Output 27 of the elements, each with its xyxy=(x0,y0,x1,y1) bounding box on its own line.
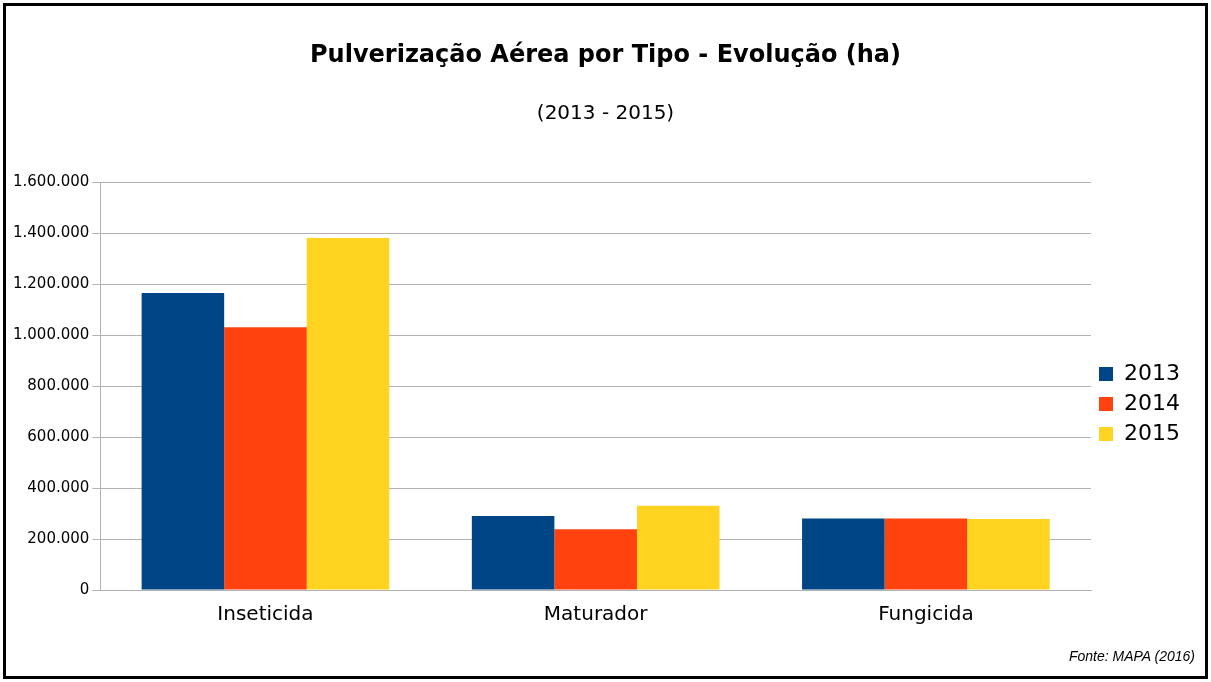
chart-title: Pulverização Aérea por Tipo - Evolução (ha) xyxy=(309,40,902,68)
y-tick-label: 1.400.000 xyxy=(13,222,90,241)
y-tick-label: 1.200.000 xyxy=(13,273,90,292)
bar xyxy=(802,518,885,590)
y-tick-label: 0 xyxy=(79,579,90,598)
y-tick-label: 1.600.000 xyxy=(13,171,90,190)
legend-label: 2014 xyxy=(1124,389,1181,415)
x-tick-label: Fungicida xyxy=(878,601,974,626)
y-tick-label: 800.000 xyxy=(27,375,90,394)
bar xyxy=(967,519,1050,590)
source-note: Fonte: MAPA (2016) xyxy=(1068,648,1195,664)
bar xyxy=(636,505,720,590)
x-tick-label: Maturador xyxy=(543,601,649,626)
chart-subtitle: (2013 - 2015) xyxy=(535,100,676,124)
legend-label: 2015 xyxy=(1124,419,1181,445)
bar xyxy=(554,529,637,590)
y-tick-label: 600.000 xyxy=(27,426,90,445)
bar xyxy=(141,292,225,590)
y-tick-label: 1.000.000 xyxy=(13,324,90,343)
bar xyxy=(306,238,390,590)
x-tick-label: Inseticida xyxy=(217,601,314,626)
y-tick-label: 400.000 xyxy=(27,477,90,496)
bar xyxy=(471,516,555,590)
y-tick-label: 200.000 xyxy=(27,528,90,547)
bar xyxy=(224,327,307,590)
bar xyxy=(884,518,968,590)
legend-label: 2013 xyxy=(1124,359,1181,385)
